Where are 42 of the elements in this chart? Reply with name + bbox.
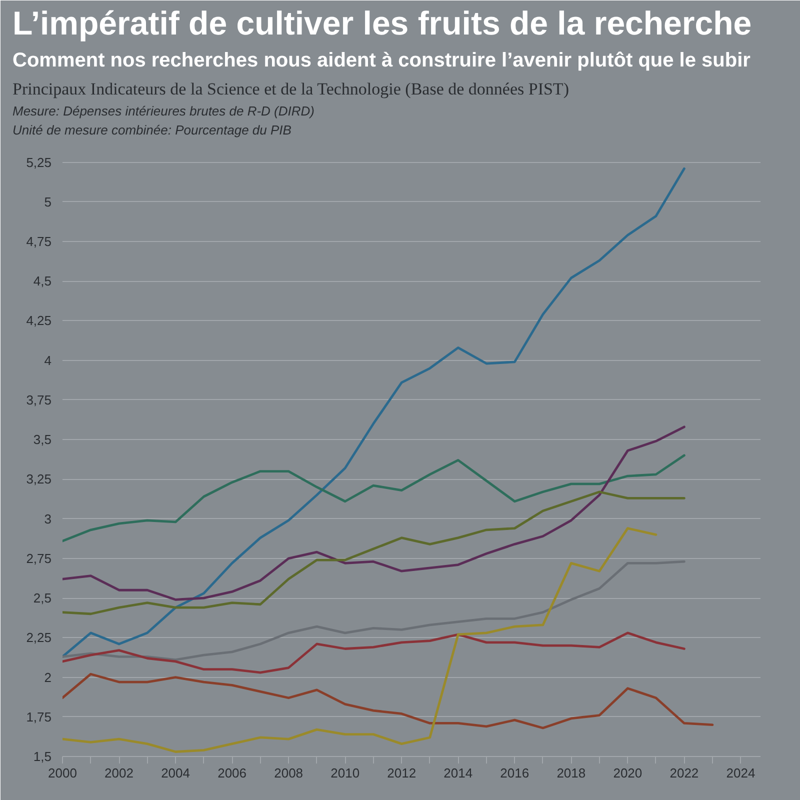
- x-tick-label: 2010: [330, 766, 360, 780]
- text: Mesure: Dépenses intérieures brutes de R-D (DIRD): [12, 104, 314, 118]
- chart-title: L’impératif de cultiver les fruits de la recherche: [12, 4, 752, 42]
- y-tick-label: 2: [44, 670, 52, 685]
- x-tick-label: 2012: [387, 766, 416, 780]
- line-series: [62, 560, 686, 662]
- line-series: [62, 426, 686, 601]
- y-tick-label: 4,5: [33, 274, 52, 289]
- y-tick-label: 2,25: [26, 630, 52, 646]
- x-tick-label: 2014: [444, 766, 473, 780]
- y-tick-label: 3,5: [33, 432, 52, 448]
- x-tick-label: 2000: [48, 766, 77, 780]
- y-tick-label: 5,25: [26, 154, 52, 170]
- y-tick-label: 4: [44, 352, 52, 368]
- line-series: [62, 167, 686, 658]
- x-tick-label: 2020: [613, 766, 642, 780]
- x-tick-label: 2018: [556, 766, 586, 780]
- y-tick-label: 2,75: [26, 550, 52, 566]
- y-tick-label: 3,25: [26, 472, 52, 487]
- x-tick-label: 2002: [104, 766, 134, 780]
- y-tick-label: 1,5: [33, 749, 52, 764]
- x-tick-label: 2016: [500, 766, 530, 780]
- line-series: [62, 527, 658, 753]
- text: Principaux Indicateurs de la Science et de la Technologie (Base de données PIST): [12, 80, 569, 98]
- y-tick-label: 3,75: [26, 392, 52, 408]
- y-tick-label: 1,75: [26, 709, 52, 724]
- line-series: [62, 454, 686, 542]
- y-tick-label: 2,5: [33, 590, 52, 606]
- x-tick-label: 2004: [161, 766, 190, 780]
- y-tick-label: 4,75: [26, 234, 52, 249]
- line-series: [62, 490, 686, 616]
- text: Unité de mesure combinée: Pourcentage du PIB: [12, 122, 292, 138]
- line-series: [62, 672, 714, 730]
- x-tick-label: 2006: [218, 766, 247, 780]
- x-tick-label: 2008: [274, 766, 304, 780]
- chart-subtitle: Comment nos recherches nous aident à construire l’avenir plutôt que le subir: [12, 50, 751, 72]
- y-tick-label: 3: [44, 511, 52, 526]
- x-tick-label: 2022: [670, 766, 699, 780]
- line-series: [62, 632, 686, 674]
- y-tick-label: 4,25: [26, 313, 52, 328]
- y-tick-label: 5: [44, 194, 52, 210]
- x-tick-label: 2024: [726, 766, 756, 780]
